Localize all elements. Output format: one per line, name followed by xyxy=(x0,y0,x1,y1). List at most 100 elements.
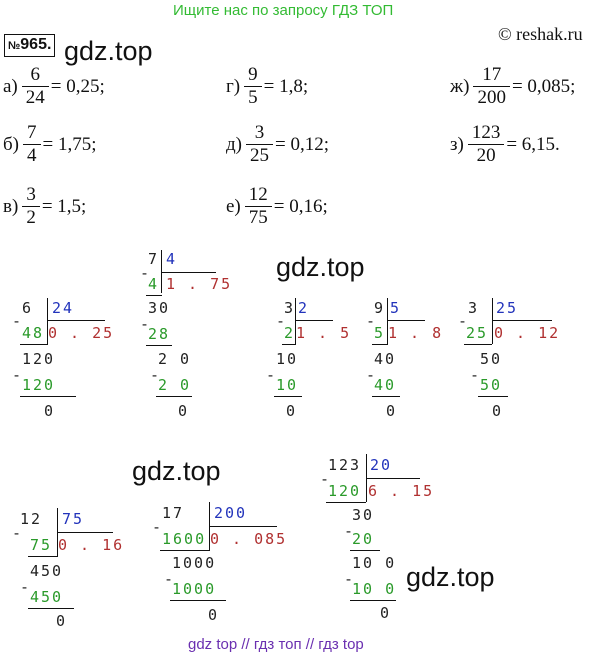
minus-sign: - xyxy=(12,366,24,384)
subtrahend: 120 xyxy=(22,376,56,394)
number-sign: № xyxy=(8,40,21,52)
remainder: 50 xyxy=(480,350,503,368)
equation-d: д) 3 25 = 0,12; xyxy=(226,122,329,167)
subtrahend: 5 xyxy=(374,324,386,342)
divisor: 75 xyxy=(62,510,85,528)
equation-zh: ж) 17 200 = 0,085; xyxy=(450,64,575,109)
equation-z: з) 123 20 = 6,15. xyxy=(450,122,560,167)
remainder: 10 xyxy=(276,350,299,368)
equation-e: е) 12 75 = 0,16; xyxy=(226,184,328,229)
remainder: 0 xyxy=(44,402,56,420)
subtrahend: 25 xyxy=(466,324,489,342)
minus-sign: - xyxy=(140,315,152,333)
dividend: 12 xyxy=(20,510,43,528)
watermark: gdz.top xyxy=(132,456,221,486)
remainder: 450 xyxy=(30,562,64,580)
subtrahend: 2 0 xyxy=(158,376,192,394)
denominator: 25 xyxy=(250,145,269,166)
equation-label: г) xyxy=(226,75,241,97)
quotient: 0 . 16 xyxy=(58,536,125,554)
search-banner[interactable]: Ищите нас по запросу ГДЗ ТОП xyxy=(173,2,394,19)
divisor: 20 xyxy=(370,456,393,474)
remainder: 0 xyxy=(492,402,504,420)
denominator: 24 xyxy=(25,87,45,108)
dividend: 7 xyxy=(148,250,160,268)
equation-result: = 0,16; xyxy=(273,195,328,217)
subtrahend: 10 0 xyxy=(352,580,397,598)
dividend: 9 xyxy=(374,299,386,317)
minus-sign: - xyxy=(20,578,32,596)
equation-a: а) 6 24 = 0,25; xyxy=(3,64,105,109)
fraction: 123 20 xyxy=(467,122,505,167)
remainder: 0 xyxy=(286,402,298,420)
minus-sign: - xyxy=(140,264,152,282)
quotient: 1 . 8 xyxy=(388,324,444,342)
quotient: 0 . 12 xyxy=(494,324,561,342)
minus-sign: - xyxy=(150,366,162,384)
denominator: 75 xyxy=(248,207,268,228)
watermark: gdz.top xyxy=(276,252,365,282)
footer-links[interactable]: gdz top // гдз топ // гдз top xyxy=(188,636,364,653)
remainder: 120 xyxy=(22,350,56,368)
subtrahend: 1600 xyxy=(162,530,207,548)
divisor: 24 xyxy=(52,299,75,317)
numerator: 12 xyxy=(248,184,268,205)
minus-sign: - xyxy=(164,570,176,588)
minus-sign: - xyxy=(266,366,278,384)
fraction: 6 24 xyxy=(21,64,49,109)
denominator: 200 xyxy=(477,87,506,108)
minus-sign: - xyxy=(320,470,332,488)
equation-label: з) xyxy=(450,133,464,155)
subtrahend: 450 xyxy=(30,588,64,606)
subtrahend: 10 xyxy=(276,376,299,394)
divisor: 4 xyxy=(166,250,178,268)
subtrahend: 40 xyxy=(374,376,397,394)
watermark: gdz.top xyxy=(406,562,495,592)
subtrahend: 1000 xyxy=(172,580,217,598)
subtrahend: 2 xyxy=(284,324,296,342)
remainder: 40 xyxy=(374,350,397,368)
numerator: 6 xyxy=(30,64,41,85)
fraction: 3 25 xyxy=(246,122,273,167)
equation-label: ж) xyxy=(450,75,470,97)
minus-sign: - xyxy=(344,570,356,588)
dividend: 3 xyxy=(468,299,480,317)
remainder: 0 xyxy=(178,402,190,420)
minus-sign: - xyxy=(344,522,356,540)
denominator: 5 xyxy=(248,87,258,108)
minus-sign: - xyxy=(276,312,288,330)
remainder: 10 0 xyxy=(352,554,397,572)
quotient: 6 . 15 xyxy=(368,482,435,500)
equation-label: в) xyxy=(3,195,19,217)
numerator: 3 xyxy=(254,122,265,143)
remainder: 2 0 xyxy=(158,350,192,368)
minus-sign: - xyxy=(470,366,482,384)
subtrahend: 4 xyxy=(148,275,160,293)
equation-result: = 0,085; xyxy=(511,75,576,97)
numerator: 3 xyxy=(26,184,36,205)
fraction: 17 200 xyxy=(473,64,510,109)
numerator: 9 xyxy=(248,64,258,85)
equation-result: = 0,12; xyxy=(275,133,329,155)
watermark: gdz.top xyxy=(64,36,153,66)
equation-result: = 1,8; xyxy=(263,75,309,97)
numerator: 123 xyxy=(471,122,501,143)
remainder: 0 xyxy=(56,612,68,630)
minus-sign: - xyxy=(366,312,378,330)
divisor: 5 xyxy=(390,299,402,317)
numerator: 7 xyxy=(27,122,37,143)
remainder: 0 xyxy=(208,606,220,624)
equation-label: а) xyxy=(3,75,18,97)
denominator: 4 xyxy=(27,145,37,166)
minus-sign: - xyxy=(366,366,378,384)
fraction: 12 75 xyxy=(244,184,272,229)
minus-sign: - xyxy=(458,312,470,330)
denominator: 2 xyxy=(26,207,36,228)
divisor: 200 xyxy=(214,504,248,522)
minus-sign: - xyxy=(12,312,24,330)
equation-result: = 0,25; xyxy=(50,75,105,97)
